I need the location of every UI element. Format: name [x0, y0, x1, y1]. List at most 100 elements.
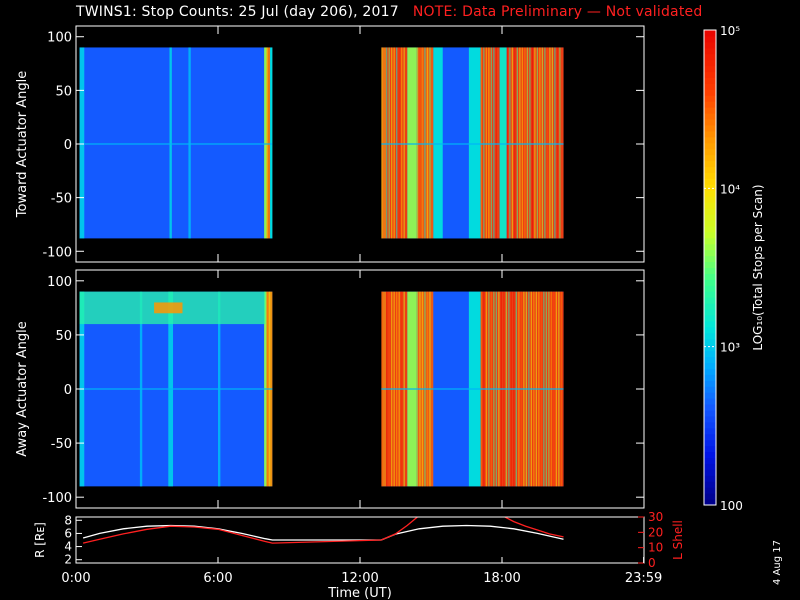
colorbar-segment-39 — [704, 267, 716, 274]
heatmap-texture-toward-2-5 — [398, 47, 400, 239]
colorbar-segment-19 — [704, 386, 716, 393]
colorbar-segment-16 — [704, 404, 716, 411]
ephemeris-series-0 — [82, 524, 564, 541]
heatmap-stripe-toward-0 — [79, 47, 85, 239]
heatmap-texture-toward-5-17 — [549, 47, 551, 239]
heatmap-texture-toward-5-3 — [514, 47, 516, 239]
colorbar-segment-34 — [704, 297, 716, 304]
colorbar-segment-58 — [704, 154, 716, 162]
heatmap-texture-toward-1-0 — [381, 47, 383, 239]
colorbar-segment-17 — [704, 398, 716, 405]
colorbar-label: LOG₁₀(Total Stops per Scan) — [751, 184, 765, 350]
y-tick-label-away-4: -100 — [42, 491, 72, 506]
colorbar-segment-65 — [704, 113, 716, 120]
heatmap-stripe-toward-13 — [480, 47, 500, 239]
colorbar-segment-74 — [704, 59, 716, 67]
colorbar-segment-77 — [704, 41, 716, 49]
heatmap-stripe-toward-1 — [169, 47, 172, 239]
heatmap-texture-toward-3-1 — [419, 47, 421, 239]
colorbar-segment-38 — [704, 273, 716, 280]
ephemeris-left-tick-label-3: 2 — [64, 553, 72, 567]
heatmap-texture-toward-3-5 — [429, 47, 431, 239]
heatmap-texture-toward-2-0 — [386, 47, 388, 239]
chart-title-main: TWINS1: Stop Counts: 25 Jul (day 206), 2… — [76, 4, 399, 20]
colorbar-tick-label-1: 10³ — [720, 341, 740, 355]
y-axis-label-away: Away Actuator Angle — [15, 321, 30, 456]
heatmap-gap-toward — [272, 27, 382, 261]
heatmap-texture-toward-5-19 — [554, 47, 556, 239]
colorbar-segment-60 — [704, 142, 716, 150]
colorbar-segment-53 — [704, 184, 716, 191]
y-tick-label-away-1: 50 — [55, 329, 72, 344]
heatmap-stripe-toward-2 — [188, 47, 191, 239]
ephemeris-right-axis-label: L Shell — [671, 520, 685, 560]
colorbar-segment-13 — [704, 421, 716, 429]
heatmap-texture-toward-5-11 — [534, 47, 536, 239]
heatmap-texture-toward-5-0 — [506, 47, 509, 239]
ephemeris-x-tick-label-2: 12:00 — [341, 571, 378, 586]
colorbar-segment-45 — [704, 231, 716, 239]
heatmap-texture-toward-5-13 — [539, 47, 541, 239]
colorbar-segment-25 — [704, 350, 716, 358]
heatmap-stripe-toward-4 — [266, 47, 271, 239]
colorbar-segment-49 — [704, 208, 716, 215]
colorbar-segment-67 — [704, 101, 716, 108]
colorbar-segment-73 — [704, 65, 716, 73]
heatmap-block-toward-0 — [79, 47, 273, 239]
ephemeris-x-tick-label-1: 6:00 — [203, 571, 232, 586]
colorbar-segment-11 — [704, 433, 716, 441]
colorbar-segment-51 — [704, 196, 716, 203]
heatmap-texture-toward-2-2 — [391, 47, 393, 239]
colorbar-segment-47 — [704, 220, 716, 227]
heatmap-texture-toward-4-3 — [488, 47, 490, 239]
heatmap-texture-toward-5-6 — [521, 47, 524, 239]
heatmap-texture-toward-2-6 — [401, 47, 403, 239]
ephemeris-series-2 — [503, 517, 564, 538]
heatmap-texture-toward-5-8 — [526, 47, 529, 239]
ephemeris-left-tick-label-2: 4 — [64, 540, 72, 554]
y-tick-label-toward-0: 100 — [47, 31, 72, 46]
colorbar-segment-35 — [704, 291, 716, 298]
heatmap-texture-toward-5-7 — [524, 47, 526, 239]
x-axis-label: Time (UT) — [327, 586, 392, 600]
colorbar-segment-68 — [704, 95, 716, 102]
heatmap-texture-toward-2-7 — [403, 47, 405, 239]
colorbar-tick-label-3: 10⁵ — [720, 24, 740, 38]
colorbar-segment-55 — [704, 172, 716, 179]
colorbar-segment-64 — [704, 119, 716, 126]
heatmap-texture-toward-3-4 — [426, 47, 429, 239]
colorbar-segment-54 — [704, 178, 716, 185]
y-tick-label-toward-4: -100 — [42, 245, 72, 260]
heatmap-texture-toward-5-10 — [531, 47, 534, 239]
colorbar-segment-61 — [704, 136, 716, 144]
colorbar-segment-63 — [704, 125, 716, 132]
colorbar-segment-72 — [704, 71, 716, 78]
heatmap-texture-toward-5-14 — [541, 47, 544, 239]
colorbar-segment-28 — [704, 332, 716, 340]
colorbar-segment-8 — [704, 451, 716, 458]
date-stamp: 4 Aug 17 — [772, 540, 783, 585]
heatmap-texture-toward-5-18 — [551, 47, 554, 239]
heatmap-texture-toward-3-3 — [424, 47, 426, 239]
colorbar-segment-9 — [704, 445, 716, 453]
heatmap-texture-toward-4-4 — [490, 47, 492, 239]
heatmap-texture-toward-5-12 — [536, 47, 539, 239]
heatmap-texture-toward-4-0 — [480, 47, 482, 239]
colorbar-segment-37 — [704, 279, 716, 286]
colorbar-segment-33 — [704, 303, 716, 310]
colorbar-segment-1 — [704, 493, 716, 500]
heatmap-texture-toward-3-2 — [421, 47, 424, 239]
colorbar-segment-12 — [704, 427, 716, 435]
heatmap-texture-toward-4-2 — [485, 47, 487, 239]
ephemeris-x-tick-label-0: 0:00 — [61, 571, 90, 586]
colorbar-segment-30 — [704, 320, 716, 328]
ephemeris-right-tick-label-1: 20 — [648, 525, 663, 539]
colorbar-segment-3 — [704, 481, 716, 488]
heatmap-texture-toward-2-1 — [388, 47, 390, 239]
ephemeris-right-tick-label-2: 10 — [648, 541, 663, 555]
colorbar: 100 10³ 10⁴ 10⁵ LOG₁₀(Total Stops per Scan) — [703, 24, 765, 513]
colorbar-segment-75 — [704, 53, 716, 61]
ephemeris-right-tick-label-3: 0 — [648, 556, 656, 570]
heatmap-stripe-toward-14 — [499, 47, 507, 239]
